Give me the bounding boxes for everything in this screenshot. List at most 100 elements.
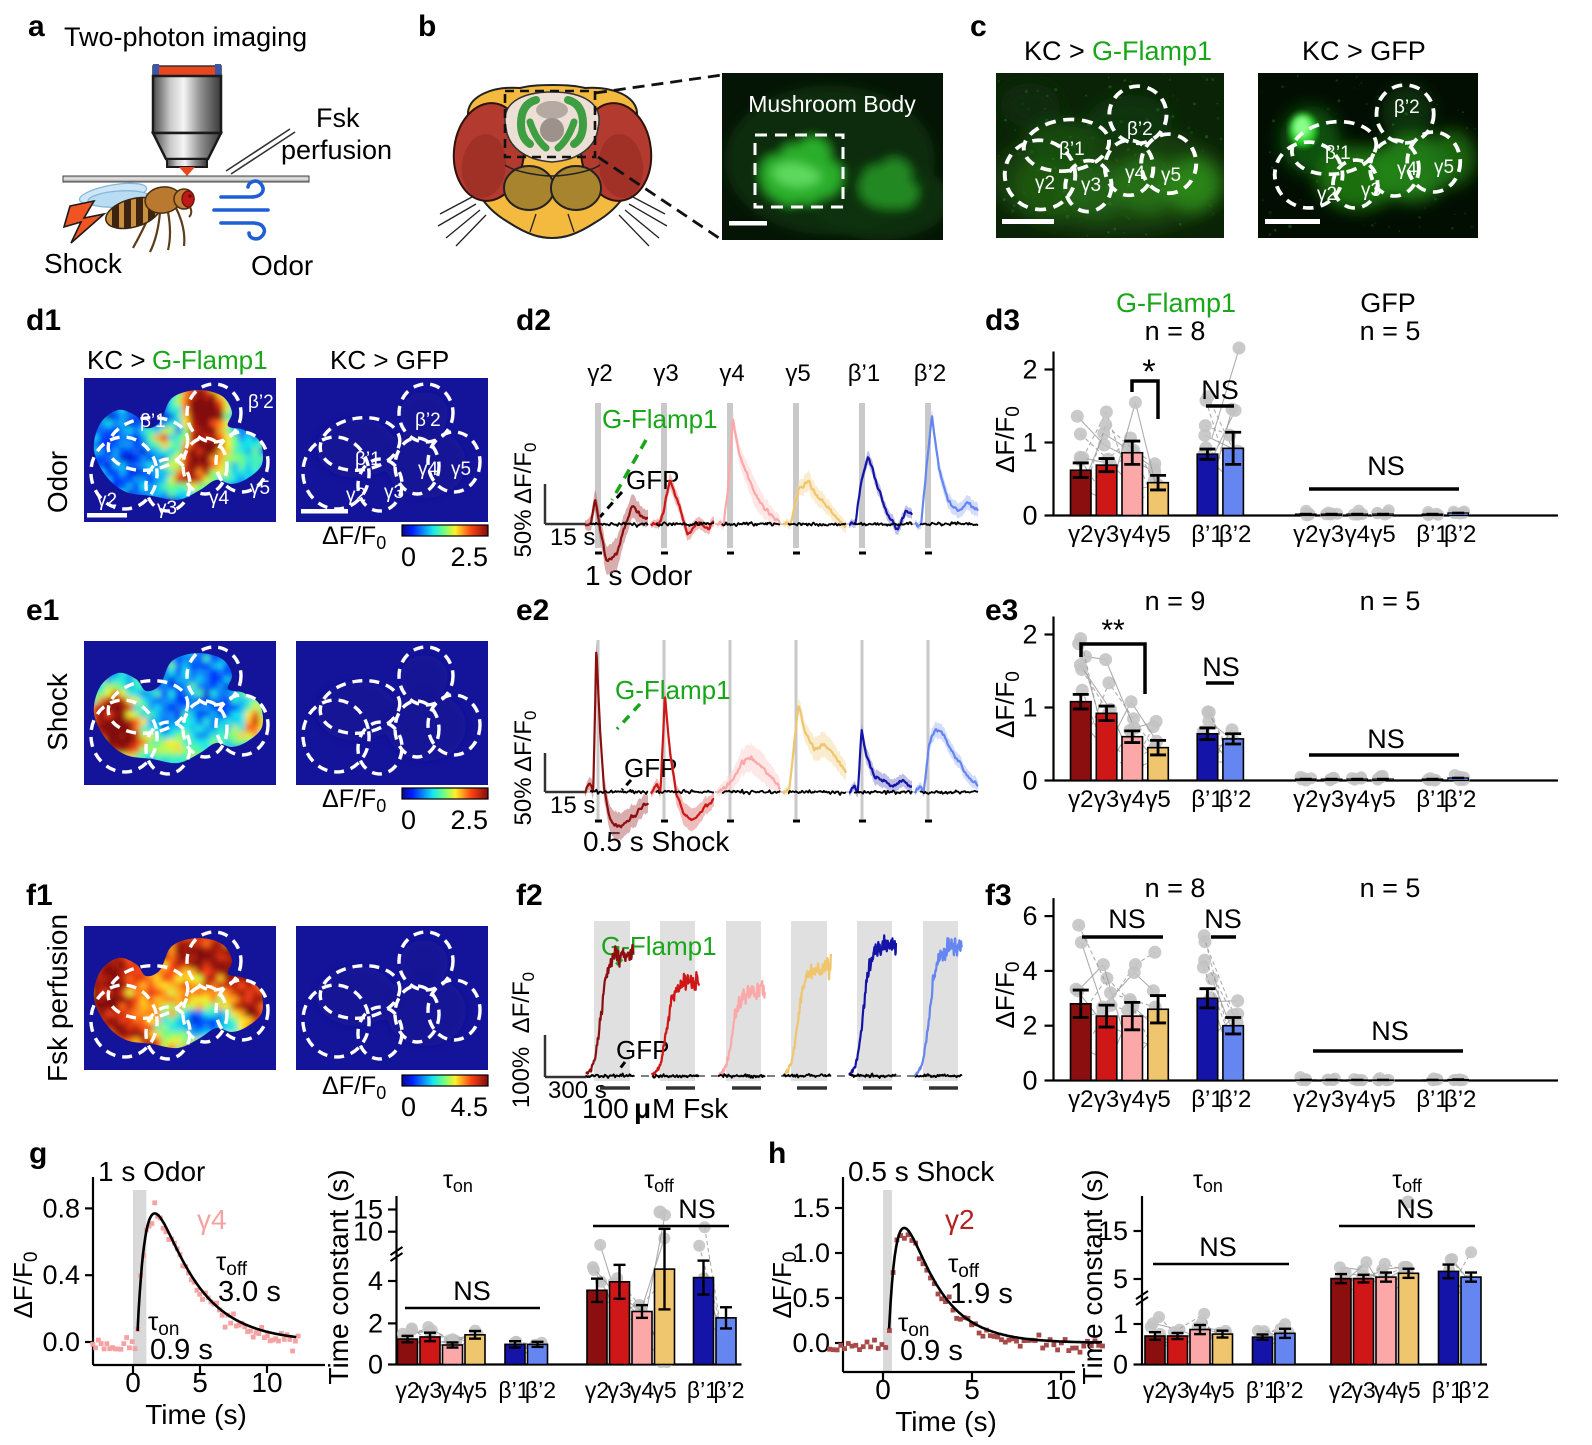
svg-text:β’1: β’1 <box>1191 521 1223 548</box>
svg-text:4: 4 <box>368 1266 383 1296</box>
svg-text:b: b <box>418 10 436 43</box>
svg-text:5: 5 <box>192 1367 208 1398</box>
svg-text:1.5: 1.5 <box>792 1193 830 1223</box>
svg-text:3.0 s: 3.0 s <box>218 1276 281 1308</box>
svg-text:Odor: Odor <box>42 451 73 513</box>
svg-text:γ2: γ2 <box>1293 786 1318 813</box>
svg-text:γ3: γ3 <box>1094 1086 1119 1113</box>
svg-text:β’2: β’2 <box>525 1377 556 1403</box>
svg-text:γ2: γ2 <box>1293 521 1318 548</box>
svg-text:γ4: γ4 <box>1397 159 1418 180</box>
svg-text:β’2: β’2 <box>713 1377 744 1403</box>
svg-text:γ2: γ2 <box>585 1377 609 1403</box>
svg-text:Odor: Odor <box>251 250 313 281</box>
svg-text:0: 0 <box>1113 1350 1128 1380</box>
svg-text:ΔF/F0: ΔF/F0 <box>767 1252 801 1319</box>
svg-text:NS: NS <box>1371 1016 1409 1046</box>
svg-text:γ3: γ3 <box>384 482 404 503</box>
svg-text:GFP: GFP <box>624 753 677 783</box>
svg-text:1: 1 <box>1113 1309 1128 1339</box>
svg-text:Fsk: Fsk <box>316 103 360 133</box>
svg-text:γ4: γ4 <box>440 1377 465 1403</box>
svg-text:γ5: γ5 <box>1145 1086 1170 1113</box>
svg-text:β’2: β’2 <box>1272 1377 1303 1403</box>
svg-text:γ5: γ5 <box>1434 157 1454 178</box>
svg-text:β’1: β’1 <box>140 411 166 432</box>
svg-text:2: 2 <box>1022 355 1037 385</box>
svg-text:γ3: γ3 <box>1351 1377 1375 1403</box>
svg-text:0: 0 <box>401 805 416 835</box>
svg-text:Time (s): Time (s) <box>895 1406 997 1437</box>
svg-text:n = 8: n = 8 <box>1145 316 1206 346</box>
svg-text:γ4: γ4 <box>1120 786 1145 813</box>
svg-text:e1: e1 <box>26 594 59 627</box>
svg-text:Time constant (s): Time constant (s) <box>1077 1169 1108 1384</box>
svg-text:β’1: β’1 <box>1325 143 1351 164</box>
svg-text:β’2: β’2 <box>248 392 274 413</box>
svg-text:γ5: γ5 <box>1210 1377 1234 1403</box>
svg-text:γ5: γ5 <box>451 459 471 480</box>
svg-text:β’2: β’2 <box>1219 1086 1251 1113</box>
svg-text:β’1: β’1 <box>1191 786 1223 813</box>
svg-text:β’2: β’2 <box>1219 786 1251 813</box>
svg-text:G-Flamp1: G-Flamp1 <box>615 675 731 705</box>
svg-text:d1: d1 <box>26 304 61 337</box>
svg-text:KC > GFP: KC > GFP <box>330 345 449 375</box>
svg-text:15: 15 <box>353 1195 383 1225</box>
svg-text:γ2: γ2 <box>1329 1377 1353 1403</box>
svg-text:0: 0 <box>368 1350 383 1380</box>
svg-text:g: g <box>29 1137 47 1170</box>
svg-text:5: 5 <box>1113 1264 1128 1294</box>
svg-text:e3: e3 <box>985 594 1018 627</box>
svg-text:γ2: γ2 <box>346 485 366 506</box>
svg-text:γ4: γ4 <box>197 1204 227 1235</box>
svg-text:μ: μ <box>634 1093 651 1124</box>
svg-text:γ3: γ3 <box>1094 521 1119 548</box>
svg-text:γ4: γ4 <box>630 1377 655 1403</box>
svg-text:4.5: 4.5 <box>450 1092 488 1122</box>
svg-text:NS: NS <box>1396 1194 1434 1224</box>
svg-text:γ2: γ2 <box>1293 1086 1318 1113</box>
svg-text:**: ** <box>1101 614 1125 647</box>
svg-text:NS: NS <box>1202 652 1240 682</box>
svg-text:NS: NS <box>1204 904 1242 934</box>
svg-text:β’2: β’2 <box>1219 521 1251 548</box>
svg-text:4: 4 <box>1022 956 1037 986</box>
svg-text:γ4: γ4 <box>209 488 230 509</box>
svg-text:15: 15 <box>1098 1216 1128 1246</box>
svg-text:γ2: γ2 <box>395 1377 419 1403</box>
svg-text:KC > GFP: KC > GFP <box>1302 36 1426 66</box>
svg-text:h: h <box>768 1137 786 1170</box>
svg-text:ΔF/F0: ΔF/F0 <box>990 962 1024 1029</box>
svg-text:γ4: γ4 <box>1345 786 1370 813</box>
svg-text:β’1: β’1 <box>1416 521 1448 548</box>
svg-text:GFP: GFP <box>1360 288 1416 318</box>
svg-text:100% ΔF/F0: 100% ΔF/F0 <box>508 972 538 1108</box>
svg-text:0.4: 0.4 <box>42 1260 80 1290</box>
svg-text:γ4: γ4 <box>1345 1086 1370 1113</box>
svg-text:NS: NS <box>678 1194 716 1224</box>
svg-text:n = 9: n = 9 <box>1145 586 1206 616</box>
svg-text:γ4: γ4 <box>719 360 744 387</box>
svg-text:β’1: β’1 <box>1246 1377 1277 1403</box>
svg-text:γ2: γ2 <box>1035 173 1055 194</box>
svg-text:γ2: γ2 <box>1143 1377 1167 1403</box>
svg-text:0: 0 <box>1022 501 1037 531</box>
svg-text:γ5: γ5 <box>1145 786 1170 813</box>
svg-text:γ5: γ5 <box>1145 521 1170 548</box>
svg-text:G-Flamp1: G-Flamp1 <box>1116 288 1236 318</box>
svg-text:KC >: KC > <box>1024 36 1085 66</box>
svg-text:γ5: γ5 <box>652 1377 676 1403</box>
svg-text:n = 8: n = 8 <box>1145 873 1206 903</box>
svg-text:G-Flamp1: G-Flamp1 <box>152 345 268 375</box>
svg-text:1: 1 <box>1022 428 1037 458</box>
svg-text:β’2: β’2 <box>1444 521 1476 548</box>
svg-text:0.0: 0.0 <box>42 1327 80 1357</box>
svg-text:γ3: γ3 <box>1319 786 1344 813</box>
svg-text:γ3: γ3 <box>1081 175 1101 196</box>
svg-text:300 s: 300 s <box>548 1077 607 1104</box>
svg-text:GFP: GFP <box>616 1035 669 1065</box>
svg-text:β’1: β’1 <box>687 1377 718 1403</box>
svg-text:6: 6 <box>1022 901 1037 931</box>
svg-text:0: 0 <box>875 1374 891 1405</box>
